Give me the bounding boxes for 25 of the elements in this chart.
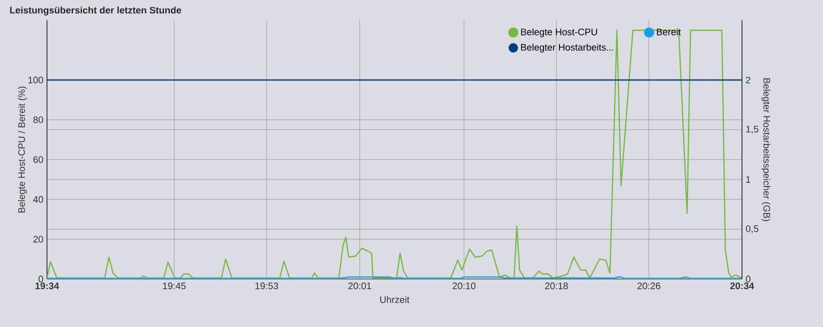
y2-axis-title: Belegter Hostarbeitsspeicher (GB)	[762, 78, 770, 222]
x-tick-label: 19:53	[256, 282, 278, 290]
y2-tick-label: 2	[746, 76, 750, 84]
y2-tick-label: 1	[746, 176, 750, 183]
y-tick-label: 80	[33, 116, 44, 124]
chart-title: Leistungsübersicht der letzten Stunde	[10, 6, 182, 16]
y-tick-label: 20	[33, 236, 44, 243]
x-tick-label: 20:01	[348, 282, 372, 290]
y2-tick-label: 0	[746, 276, 750, 282]
y-axis-title: Belegte Host-CPU / Bereit (%)	[18, 86, 27, 213]
legend-label: Belegter Hostarbeits...	[521, 44, 614, 53]
x-tick-label: 20:10	[452, 282, 476, 290]
x-tick-label: 20:18	[545, 282, 568, 290]
x-axis-title: Uhrzeit	[380, 296, 410, 304]
y-tick-label: 60	[33, 156, 44, 163]
x-tick-label: 20:26	[638, 282, 660, 290]
x-tick-label: 19:45	[163, 282, 186, 290]
y2-tick-label: 0,5	[746, 225, 758, 234]
y-tick-label: 100	[28, 76, 44, 84]
y-tick-label: 40	[33, 196, 44, 203]
y-tick-label: 0	[38, 276, 44, 282]
y2-tick-label: 1,5	[746, 126, 758, 134]
x-tick-label: 19:34	[35, 282, 60, 290]
x-tick-label: 20:34	[730, 282, 754, 290]
legend-label: Belegte Host-CPU	[521, 28, 597, 38]
